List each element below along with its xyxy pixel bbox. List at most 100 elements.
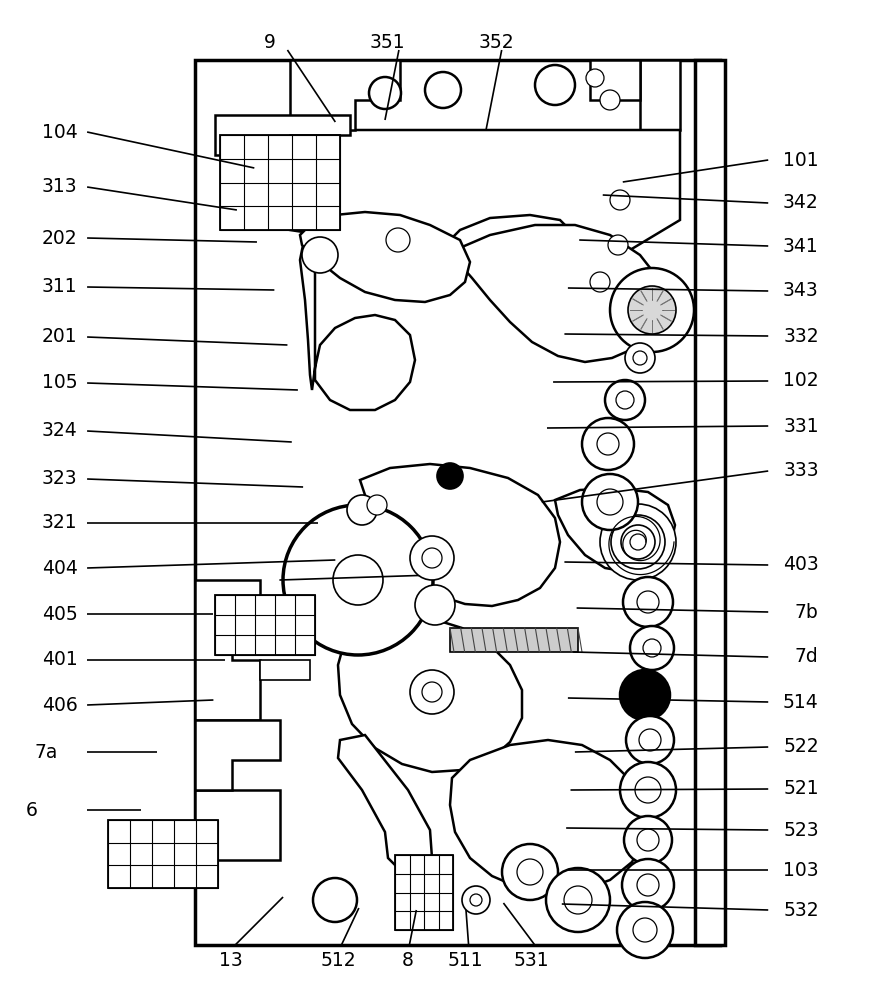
Circle shape [597,489,623,515]
Circle shape [422,548,442,568]
Circle shape [470,894,482,906]
Text: 331: 331 [783,416,819,436]
Text: 7b: 7b [795,602,819,621]
Text: 9: 9 [264,32,276,51]
Polygon shape [300,235,415,410]
Polygon shape [455,225,660,362]
Circle shape [626,716,674,764]
Polygon shape [290,60,400,130]
Polygon shape [450,628,578,652]
Text: 514: 514 [783,692,819,712]
Circle shape [535,65,575,105]
Text: 105: 105 [42,373,78,392]
Circle shape [633,918,657,942]
Circle shape [623,577,673,627]
Circle shape [625,343,655,373]
Text: 202: 202 [42,229,78,247]
Text: 321: 321 [42,514,78,532]
Polygon shape [338,735,432,870]
Text: 352: 352 [479,32,514,51]
Circle shape [633,351,647,365]
Text: 201: 201 [42,328,78,347]
Polygon shape [195,790,280,860]
Text: 7a: 7a [35,742,58,762]
Circle shape [617,902,673,958]
Circle shape [415,585,455,625]
Text: 323: 323 [42,470,78,488]
Polygon shape [215,115,350,155]
Bar [215,595,315,655]
Circle shape [620,670,670,720]
Text: 343: 343 [783,282,819,300]
Circle shape [630,534,646,550]
Text: 324: 324 [42,422,78,440]
Text: 405: 405 [42,604,78,624]
Text: 341: 341 [783,236,819,255]
Circle shape [635,777,661,803]
Polygon shape [338,615,522,772]
Circle shape [597,433,619,455]
Circle shape [546,868,610,932]
Circle shape [369,77,401,109]
Circle shape [386,228,410,252]
Circle shape [628,286,676,334]
Circle shape [410,670,454,714]
Polygon shape [290,60,680,130]
Text: 332: 332 [783,326,819,346]
Text: 523: 523 [783,820,819,840]
Circle shape [611,515,665,569]
Circle shape [302,237,338,273]
Circle shape [367,495,387,515]
Circle shape [462,886,490,914]
Text: 532: 532 [783,900,819,920]
Text: 521: 521 [783,780,819,798]
Text: 8: 8 [402,950,414,970]
Circle shape [313,878,357,922]
Polygon shape [555,488,675,572]
Circle shape [621,525,655,559]
Polygon shape [260,660,310,680]
Circle shape [637,829,659,851]
Circle shape [283,505,433,655]
Text: 6: 6 [26,800,38,820]
Circle shape [620,762,676,818]
Text: 401: 401 [42,650,78,669]
Polygon shape [695,60,725,945]
Bar [220,135,340,230]
Text: 511: 511 [448,950,483,970]
Text: 406: 406 [42,696,78,715]
Circle shape [582,418,634,470]
Text: 531: 531 [514,950,549,970]
Circle shape [639,729,661,751]
Text: 7d: 7d [795,648,819,666]
Circle shape [437,463,463,489]
Text: 311: 311 [42,277,78,296]
Circle shape [637,591,659,613]
Circle shape [630,626,674,670]
Circle shape [347,495,377,525]
Text: 101: 101 [783,150,819,169]
Circle shape [502,844,558,900]
Circle shape [616,391,634,409]
Text: 313: 313 [42,178,78,196]
Circle shape [517,859,543,885]
Text: 333: 333 [783,462,819,481]
Polygon shape [300,212,470,302]
Circle shape [622,859,674,911]
Circle shape [600,90,620,110]
Polygon shape [590,60,640,100]
Text: 102: 102 [783,371,819,390]
Circle shape [333,555,383,605]
Text: 403: 403 [783,556,819,574]
Polygon shape [450,740,645,892]
Text: 351: 351 [370,32,405,51]
Text: 404: 404 [42,559,78,578]
Circle shape [582,474,638,530]
Circle shape [564,886,592,914]
Text: 13: 13 [219,950,243,970]
Text: 522: 522 [783,738,819,756]
Bar [395,855,453,930]
Circle shape [605,380,645,420]
Polygon shape [195,580,260,720]
Circle shape [422,682,442,702]
